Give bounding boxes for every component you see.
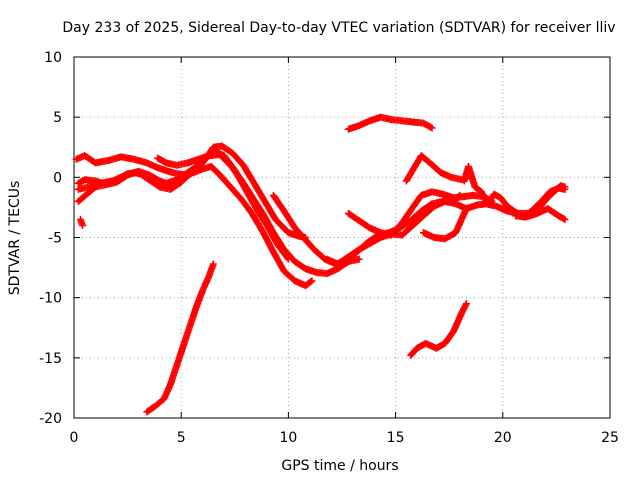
- x-tick-label: 10: [279, 430, 297, 446]
- data-point: [561, 215, 569, 223]
- series-track-12: [419, 205, 470, 243]
- data-point: [428, 124, 436, 132]
- series-track-6: [76, 215, 87, 229]
- series-track-1: [72, 152, 316, 290]
- x-tick-label: 0: [70, 430, 79, 446]
- data-point: [284, 254, 292, 262]
- x-axis-label: GPS time / hours: [281, 458, 398, 474]
- data-point: [462, 205, 470, 213]
- x-tick-label: 20: [494, 430, 512, 446]
- axis-ticks: 0 5 10 15 20 25 -20 -15 -10 -5 0 5 10: [39, 50, 619, 446]
- series-track-13: [407, 300, 470, 359]
- x-tick-label: 15: [387, 430, 405, 446]
- data-point: [212, 150, 220, 158]
- data-marks: [72, 113, 569, 416]
- chart-title: Day 233 of 2025, Sidereal Day-to-day VTE…: [62, 20, 615, 36]
- series-track-5: [154, 150, 220, 169]
- data-point: [308, 277, 316, 285]
- y-tick-label: -15: [39, 351, 62, 367]
- x-tick-label: 5: [177, 430, 186, 446]
- data-point: [209, 260, 217, 268]
- y-tick-label: -5: [48, 231, 62, 247]
- data-point: [462, 300, 470, 308]
- data-point: [307, 278, 315, 286]
- y-tick-label: -10: [39, 291, 62, 307]
- y-tick-label: -20: [39, 411, 62, 427]
- data-point: [355, 255, 363, 263]
- y-axis-label: SDTVAR / TECUs: [7, 181, 23, 296]
- series-track-14: [143, 260, 217, 416]
- x-tick-label: 25: [601, 430, 619, 446]
- series-track-10: [344, 113, 436, 133]
- series-track-16: [512, 205, 569, 223]
- data-point: [79, 221, 87, 229]
- data-point: [561, 185, 569, 193]
- data-point: [284, 255, 292, 263]
- series-track-8: [344, 188, 496, 239]
- y-tick-label: 5: [53, 110, 62, 126]
- series-track-15: [460, 163, 569, 221]
- y-tick-label: 0: [53, 170, 62, 186]
- y-tick-label: 10: [44, 50, 62, 66]
